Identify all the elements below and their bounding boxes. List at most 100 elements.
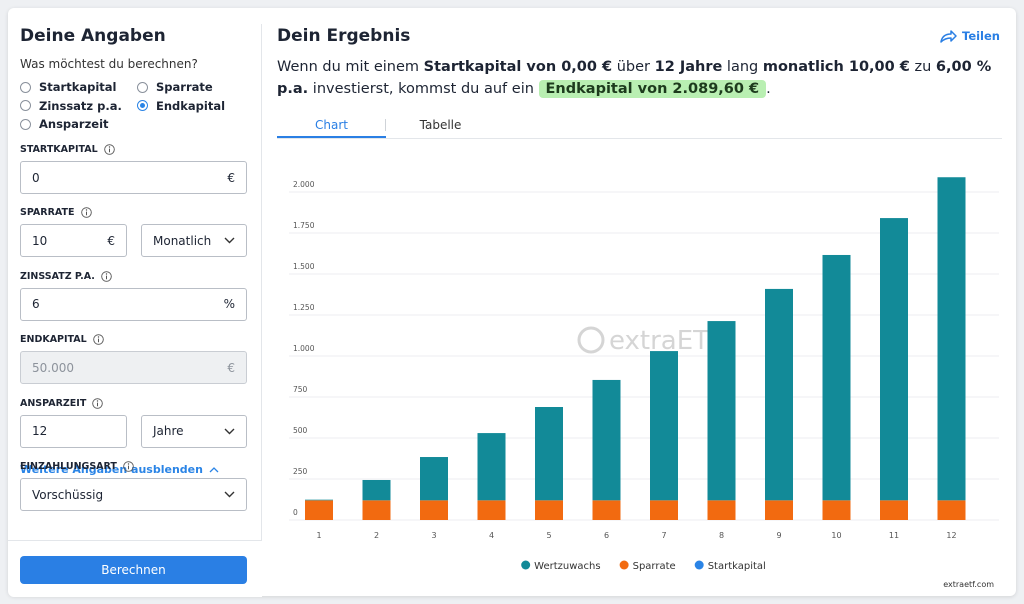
y-tick-label: 750 bbox=[293, 385, 308, 394]
bar-segment bbox=[707, 500, 736, 520]
radio-option[interactable]: Endkapital bbox=[137, 99, 225, 113]
bar-segment bbox=[535, 407, 563, 501]
bar-segment bbox=[822, 500, 851, 520]
legend-marker bbox=[521, 560, 531, 570]
bar-segment bbox=[305, 499, 333, 501]
sentence-part: Wenn du mit einem bbox=[277, 59, 424, 75]
sentence-part: lang bbox=[722, 59, 763, 75]
info-icon bbox=[92, 397, 104, 409]
sentence-part: monatlich 10,00 € bbox=[762, 59, 910, 75]
info-icon bbox=[123, 461, 134, 472]
x-tick-label: 7 bbox=[661, 531, 666, 540]
input-unit: € bbox=[227, 360, 235, 375]
y-tick-label: 1.000 bbox=[293, 344, 315, 353]
input-value: 10 bbox=[32, 233, 48, 248]
input-value: 12 bbox=[32, 424, 48, 439]
x-tick-label: 2 bbox=[374, 531, 379, 540]
field-label: EINZAHLUNGSART bbox=[20, 461, 134, 472]
result-highlight: Endkapital von 2.089,60 € bbox=[538, 80, 767, 98]
radio-option[interactable]: Startkapital bbox=[20, 80, 117, 94]
bar-segment bbox=[420, 457, 448, 501]
select[interactable]: Monatlich bbox=[141, 224, 247, 258]
radio-circle bbox=[137, 81, 148, 93]
select[interactable]: Jahre bbox=[141, 414, 247, 448]
radio-circle bbox=[137, 100, 148, 111]
chevron-down bbox=[224, 237, 235, 244]
radio-circle bbox=[20, 100, 31, 111]
input[interactable]: 12 bbox=[20, 414, 127, 448]
radio-option[interactable]: Sparrate bbox=[137, 80, 213, 94]
bar-segment bbox=[880, 500, 908, 520]
field-label-text: ENDKAPITAL bbox=[20, 334, 87, 346]
divider bbox=[261, 24, 262, 584]
bar-segment bbox=[362, 500, 391, 520]
radio-label: Sparrate bbox=[156, 80, 213, 94]
field-label-text: STARTKAPITAL bbox=[20, 144, 98, 155]
share-icon bbox=[940, 29, 957, 43]
share-button[interactable]: Teilen bbox=[940, 29, 1000, 43]
tab[interactable]: Chart bbox=[315, 118, 348, 132]
calculate-button[interactable]: Berechnen bbox=[20, 556, 247, 584]
field-label: STARTKAPITAL bbox=[20, 144, 115, 155]
select-value: Jahre bbox=[153, 424, 184, 439]
input-unit: € bbox=[227, 170, 235, 185]
radio-option[interactable]: Zinssatz p.a. bbox=[20, 99, 122, 113]
input-value: 0 bbox=[32, 170, 40, 185]
tab[interactable]: Tabelle bbox=[419, 118, 462, 132]
y-tick-label: 1.750 bbox=[293, 221, 315, 230]
card: Deine Angaben Was möchtest du berechnen?… bbox=[8, 8, 1017, 597]
select[interactable]: Vorschüssig bbox=[20, 478, 247, 511]
bar-segment bbox=[822, 254, 851, 501]
bar-segment bbox=[535, 500, 563, 520]
field-label: SPARRATE bbox=[20, 207, 92, 218]
x-tick-label: 4 bbox=[489, 531, 494, 540]
x-tick-label: 1 bbox=[316, 531, 321, 540]
info-icon bbox=[103, 144, 115, 155]
chevron-down bbox=[224, 491, 235, 498]
y-tick-label: 0 bbox=[293, 508, 298, 517]
radio-option[interactable]: Ansparzeit bbox=[20, 117, 109, 131]
info-icon bbox=[92, 334, 104, 345]
legend-label: Sparrate bbox=[633, 561, 676, 572]
sentence-part: investierst, kommst du auf ein bbox=[308, 81, 539, 97]
sentence-part: 12 Jahre bbox=[654, 59, 723, 75]
bar-segment bbox=[592, 500, 621, 520]
radio-label: Startkapital bbox=[39, 80, 117, 94]
input-value: 6 bbox=[32, 297, 40, 312]
sentence-part: über bbox=[612, 59, 655, 75]
radio-circle bbox=[20, 118, 31, 130]
toggle-link[interactable]: Weitere Angaben ausblenden bbox=[20, 463, 219, 476]
sentence-part: Startkapital von 0,00 € bbox=[423, 59, 613, 75]
sentence-part: zu bbox=[909, 59, 936, 75]
legend-label: Wertzuwachs bbox=[534, 561, 600, 572]
field-label-text: ZINSSATZ P.A. bbox=[20, 270, 95, 282]
input-value: 50.000 bbox=[32, 360, 74, 375]
info-icon bbox=[80, 207, 92, 219]
input-unit: % bbox=[223, 297, 235, 312]
bar-segment bbox=[420, 500, 448, 520]
input[interactable]: 10 € bbox=[20, 224, 127, 258]
bar-segment bbox=[650, 351, 678, 501]
bar-segment bbox=[650, 500, 678, 520]
field-label: ENDKAPITAL bbox=[20, 334, 104, 345]
bar-segment bbox=[765, 500, 793, 520]
field-label-text: ANSPARZEIT bbox=[20, 397, 87, 409]
legend-label: Startkapital bbox=[708, 561, 766, 572]
source-label: extraetf.com bbox=[943, 580, 994, 589]
tab-underline bbox=[277, 136, 386, 138]
field-label-text: SPARRATE bbox=[20, 207, 75, 219]
x-tick-label: 11 bbox=[889, 531, 899, 540]
sentence-part: . bbox=[766, 81, 771, 97]
sentence-part: 6,00 % p.a. bbox=[277, 59, 992, 97]
radio-label: Endkapital bbox=[156, 98, 226, 113]
x-tick-label: 5 bbox=[546, 531, 551, 540]
input[interactable]: 0 € bbox=[20, 161, 247, 194]
legend-marker bbox=[619, 560, 629, 570]
chevron-down bbox=[224, 428, 235, 435]
input[interactable]: 6% bbox=[20, 287, 247, 321]
result-sentence: Wenn du mit einem Startkapital von 0,00 … bbox=[277, 56, 1017, 100]
radio-label: Ansparzeit bbox=[39, 117, 109, 131]
watermark: extraETF bbox=[577, 326, 724, 356]
x-tick-label: 6 bbox=[604, 531, 609, 540]
